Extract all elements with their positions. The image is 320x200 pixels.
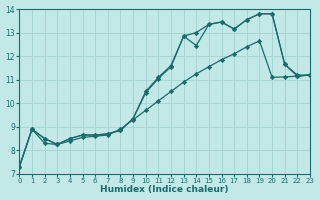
X-axis label: Humidex (Indice chaleur): Humidex (Indice chaleur) — [100, 185, 229, 194]
